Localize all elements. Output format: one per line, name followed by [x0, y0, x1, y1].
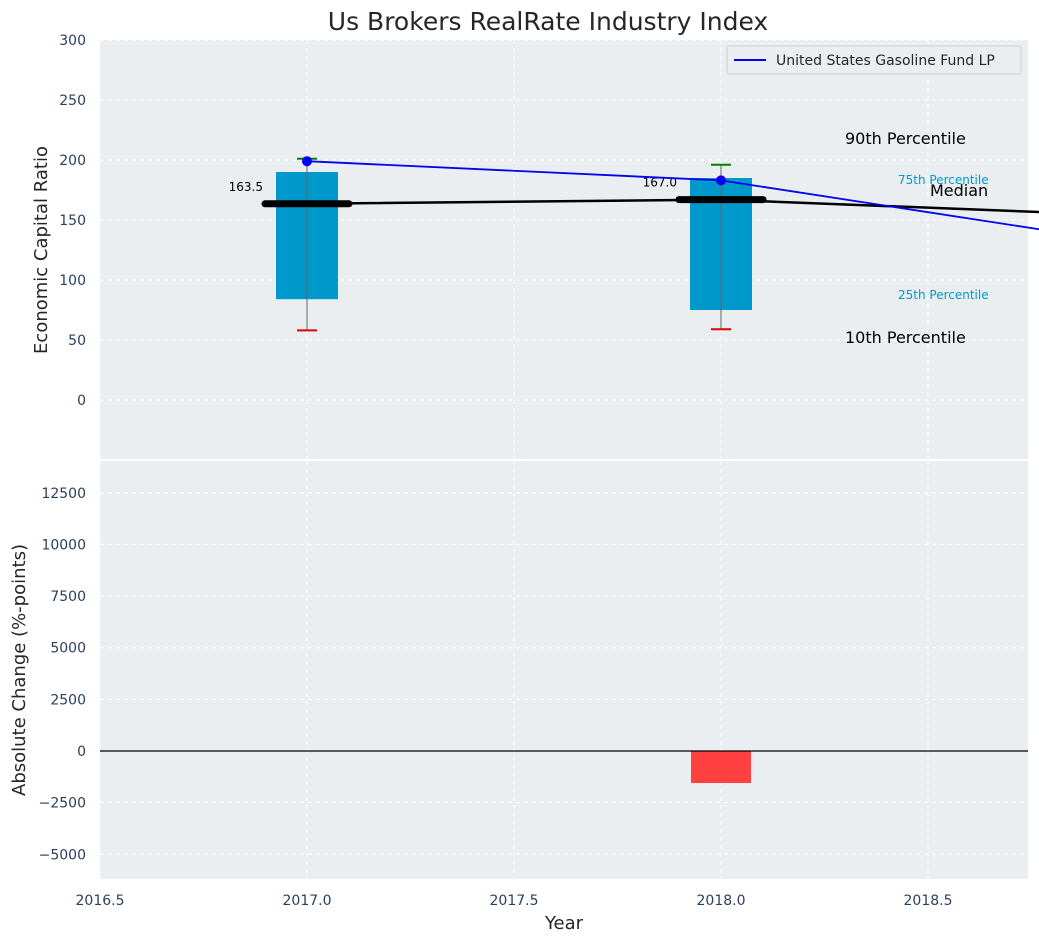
legend: United States Gasoline Fund LP [726, 45, 1022, 75]
x-tick-label: 2018.5 [904, 893, 953, 909]
bottom-y-tick-label: −2500 [39, 796, 86, 812]
annotation-10th-percentile: 10th Percentile [845, 328, 966, 347]
change-bar [691, 751, 751, 784]
axis-ticks: 0 50 100 150 200 250 300 2016.5 2017.0 2017.5 2018… [39, 33, 953, 909]
bottom-panel-marks [100, 750, 1028, 784]
top-y-tick-label: 200 [59, 153, 86, 169]
median-value-label: 163.5 [229, 180, 263, 194]
bottom-y-tick-label: 0 [77, 744, 86, 760]
bottom-y-tick-label: 2500 [50, 692, 86, 708]
bottom-y-tick-label: 5000 [50, 641, 86, 657]
bottom-y-tick-label: 12500 [41, 486, 86, 502]
top-y-tick-label: 250 [59, 93, 86, 109]
bottom-y-tick-label: −5000 [39, 847, 86, 863]
legend-box [726, 45, 1022, 75]
x-tick-label: 2018.0 [697, 893, 746, 909]
top-y-axis-label: Economic Capital Ratio [31, 146, 52, 354]
series-point [302, 156, 312, 167]
x-tick-label: 2017.0 [283, 893, 332, 909]
top-y-tick-label: 100 [59, 273, 86, 289]
legend-entry-label: United States Gasoline Fund LP [776, 53, 995, 69]
annotation-90th-percentile: 90th Percentile [845, 129, 966, 148]
x-tick-label: 2017.5 [490, 893, 539, 909]
bottom-y-axis-label: Absolute Change (%-points) [9, 544, 30, 796]
top-panel-background [100, 40, 1028, 459]
top-y-tick-label: 300 [59, 33, 86, 49]
bottom-y-tick-label: 7500 [50, 589, 86, 605]
bottom-panel-background [100, 461, 1028, 879]
series-line [306, 160, 1039, 231]
median-trend-line [306, 198, 1039, 214]
top-y-tick-label: 50 [68, 333, 86, 349]
annotation-25th-percentile: 25th Percentile [898, 288, 989, 302]
top-y-tick-label: 0 [77, 393, 86, 409]
top-y-tick-label: 150 [59, 213, 86, 229]
x-tick-label: 2016.5 [76, 893, 125, 909]
median-value-label: 167.0 [643, 176, 677, 190]
chart-title: Us Brokers RealRate Industry Index [328, 7, 768, 36]
x-axis-label: Year [544, 913, 584, 934]
annotation-median: Median [930, 181, 988, 200]
series-point [716, 175, 726, 186]
bottom-y-tick-label: 10000 [41, 537, 86, 553]
annotation-75th-percentile: 75th Percentile [898, 173, 989, 187]
